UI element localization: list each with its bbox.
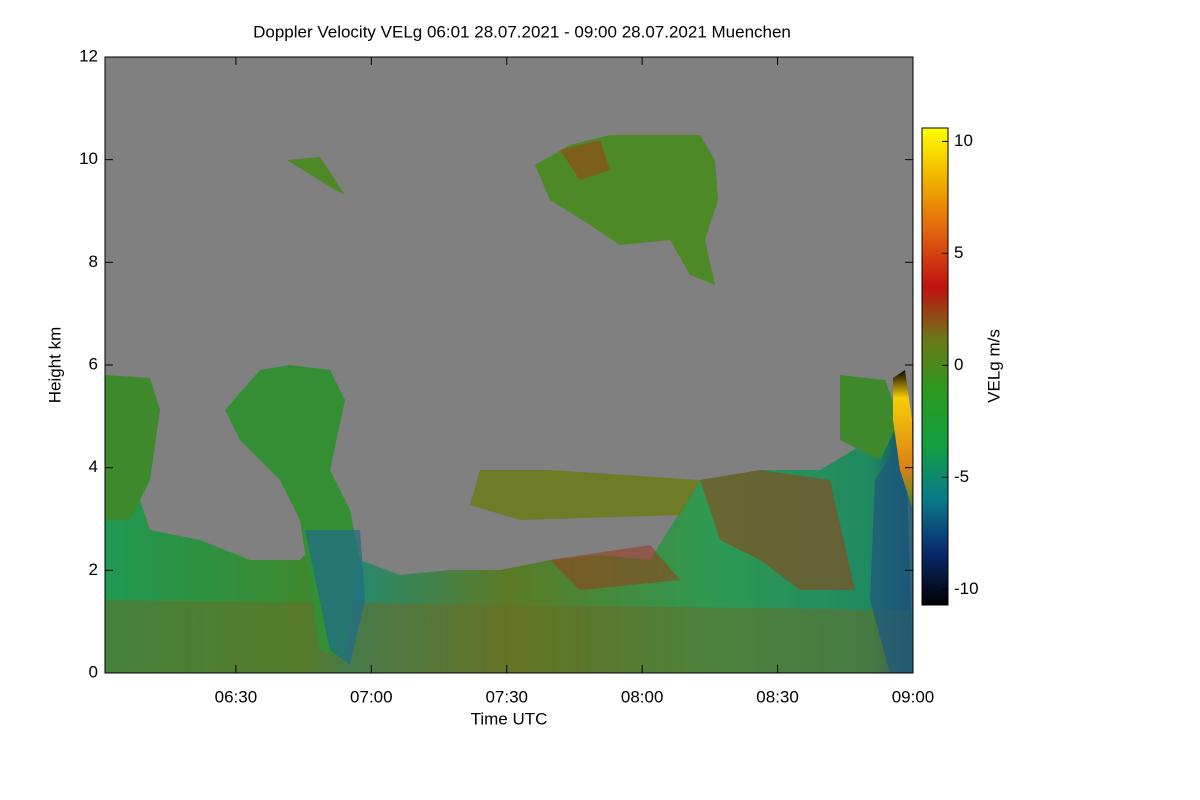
y-tick-label: 6 bbox=[89, 354, 98, 373]
x-axis-label: Time UTC bbox=[471, 709, 548, 728]
colorbar-tick-label: 5 bbox=[954, 243, 963, 262]
x-tick-label: 07:00 bbox=[350, 687, 393, 706]
y-tick-label: 12 bbox=[79, 46, 98, 65]
x-tick-label: 08:00 bbox=[621, 687, 664, 706]
y-tick-label: 10 bbox=[79, 149, 98, 168]
chart-title: Doppler Velocity VELg 06:01 28.07.2021 -… bbox=[253, 22, 791, 41]
y-tick-label: 0 bbox=[89, 662, 98, 681]
x-tick-label: 07:30 bbox=[485, 687, 528, 706]
y-tick-label: 2 bbox=[89, 560, 98, 579]
colorbar-label: VELg m/s bbox=[984, 329, 1003, 403]
colorbar-tick-label: 10 bbox=[954, 131, 973, 150]
echo-field bbox=[105, 135, 913, 673]
y-tick-label: 4 bbox=[89, 457, 98, 476]
colorbar-tick-label: 0 bbox=[954, 355, 963, 374]
y-tick-label: 8 bbox=[89, 252, 98, 271]
colorbar-tick-label: -10 bbox=[954, 579, 979, 598]
x-tick-label: 08:30 bbox=[756, 687, 799, 706]
colorbar-tick-label: -5 bbox=[954, 467, 969, 486]
colorbar bbox=[921, 127, 949, 606]
x-tick-label: 09:00 bbox=[892, 687, 935, 706]
x-tick-label: 06:30 bbox=[215, 687, 258, 706]
y-axis-label: Height km bbox=[45, 327, 64, 404]
